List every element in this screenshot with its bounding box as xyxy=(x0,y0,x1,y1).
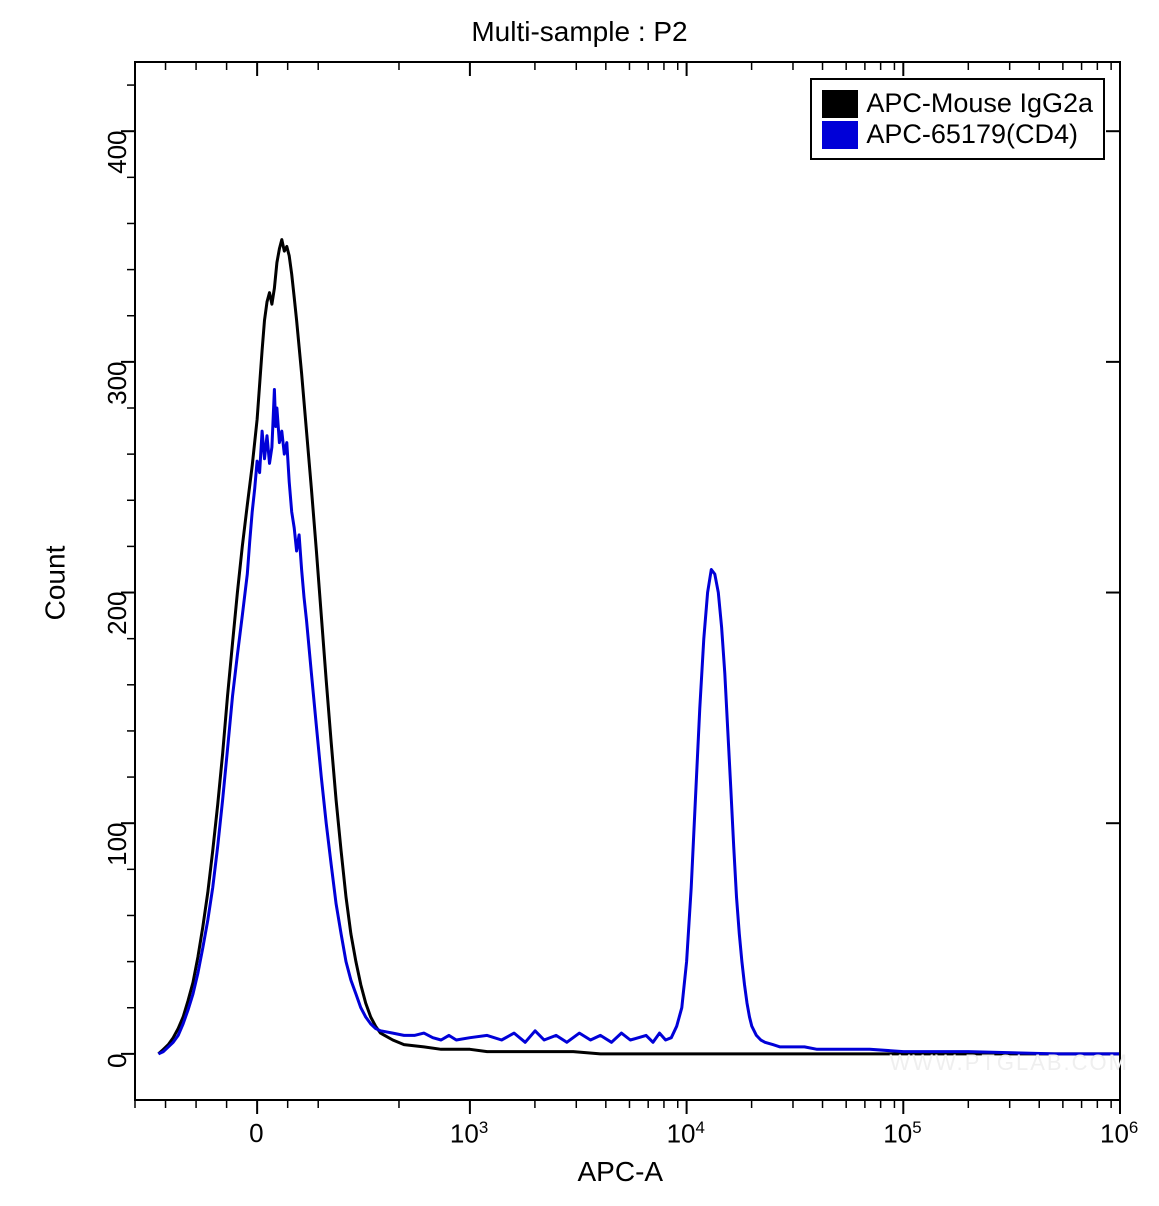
legend-label: APC-Mouse IgG2a xyxy=(866,88,1093,119)
y-tick-label: 0 xyxy=(102,1053,133,1067)
flow-cytometry-histogram: Multi-sample : P2 Count APC-A APC-Mouse … xyxy=(0,0,1159,1206)
x-tick-label: 104 xyxy=(667,1118,705,1150)
x-tick-label: 106 xyxy=(1100,1118,1138,1150)
legend-item: APC-Mouse IgG2a xyxy=(822,88,1093,119)
watermark: WWW.PTGLAB.COM xyxy=(890,1050,1129,1076)
x-tick-label: 103 xyxy=(450,1118,488,1150)
legend: APC-Mouse IgG2aAPC-65179(CD4) xyxy=(810,78,1105,160)
x-tick-label: 105 xyxy=(883,1118,921,1150)
y-tick-label: 300 xyxy=(102,361,133,404)
legend-swatch xyxy=(822,121,858,149)
y-axis-label: Count xyxy=(39,546,71,621)
legend-label: APC-65179(CD4) xyxy=(866,119,1078,150)
plot-svg xyxy=(0,0,1159,1206)
x-axis-label: APC-A xyxy=(578,1156,664,1188)
legend-swatch xyxy=(822,90,858,118)
x-tick-label: 0 xyxy=(249,1118,263,1149)
y-tick-label: 100 xyxy=(102,822,133,865)
y-tick-label: 200 xyxy=(102,592,133,635)
legend-item: APC-65179(CD4) xyxy=(822,119,1093,150)
y-tick-label: 400 xyxy=(102,130,133,173)
